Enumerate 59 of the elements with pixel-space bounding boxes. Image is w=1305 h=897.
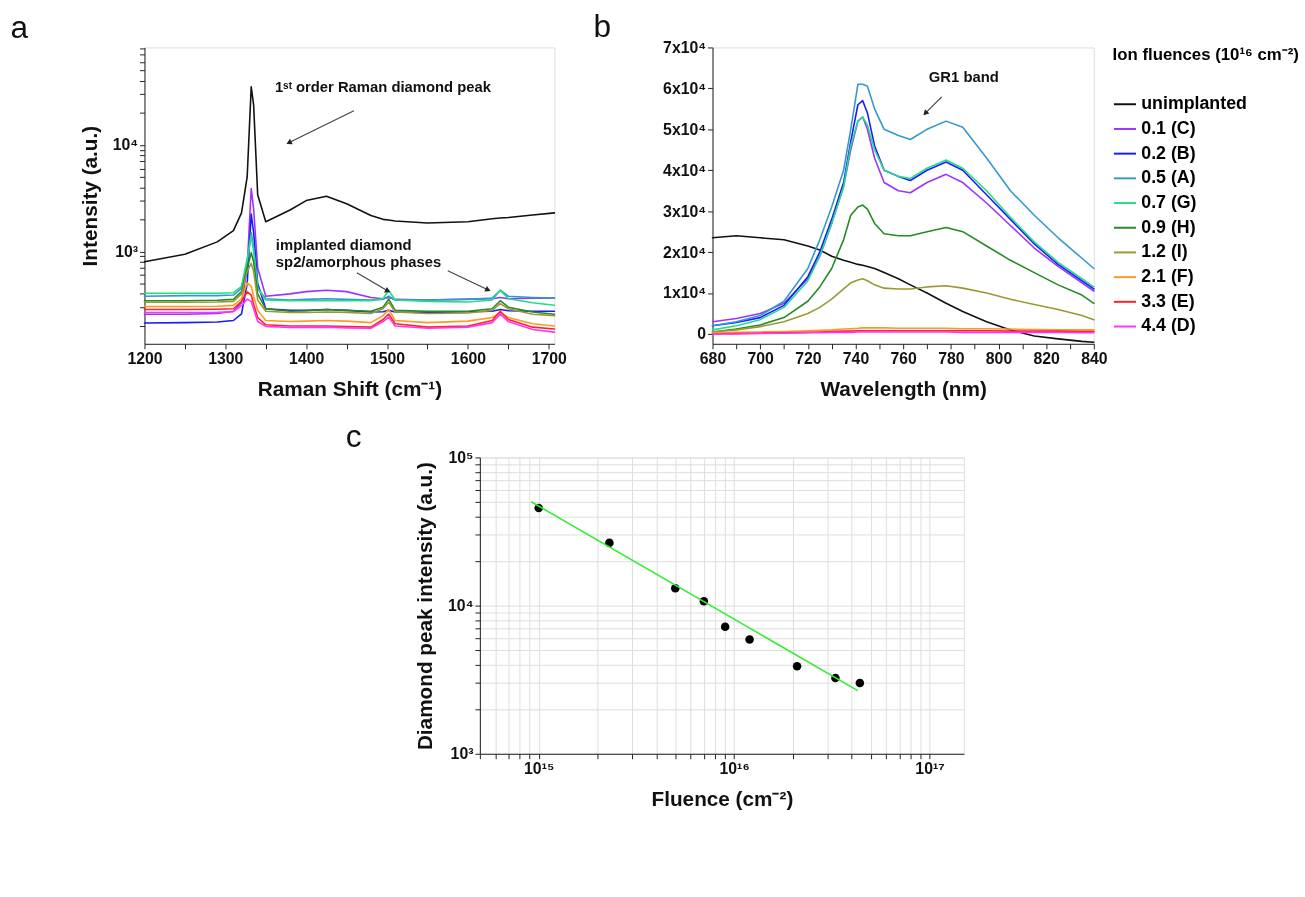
- x-tick-label: 820: [1033, 350, 1061, 368]
- x-tick-label: 1400: [289, 350, 325, 368]
- line-series: [143, 298, 556, 333]
- legend-label: 0.5 (A): [1141, 167, 1196, 188]
- legend-label: 0.2 (B): [1141, 142, 1196, 163]
- x-tick-label: 680: [699, 350, 727, 368]
- y-tick-label: 10⁴: [112, 136, 139, 154]
- line-series: [143, 282, 556, 327]
- annotation: GR1 band: [928, 69, 999, 86]
- y-tick-label: 6x10⁴: [663, 79, 707, 97]
- x-tick-label: 760: [890, 350, 918, 368]
- y-tick-label: 10³: [115, 242, 139, 260]
- x-tick-label: 1300: [208, 350, 244, 368]
- y-tick-label: 1x10⁴: [663, 284, 707, 302]
- y-tick-label: 10⁵: [448, 448, 474, 466]
- line-series: [143, 291, 556, 330]
- line-series: [711, 277, 1095, 333]
- x-tick-label: 10¹⁷: [915, 760, 945, 778]
- annotation: implanted diamond: [275, 236, 412, 253]
- y-tick-label: 7x10⁴: [663, 38, 707, 56]
- line-series: [143, 252, 556, 315]
- x-tick-label: 10¹⁵: [524, 760, 555, 778]
- chart-title: a: [10, 8, 29, 45]
- legend-title: Ion fluences (10¹⁶ cm⁻²): [1112, 45, 1299, 65]
- x-tick-label: 1700: [531, 350, 568, 368]
- legend-label: 0.7 (G): [1141, 191, 1197, 212]
- legend-label: 0.1 (C): [1141, 117, 1196, 138]
- y-tick-label: 2x10⁴: [663, 243, 707, 261]
- x-tick-label: 840: [1081, 350, 1108, 368]
- legend-label: 4.4 (D): [1141, 315, 1196, 336]
- x-tick-label: 800: [985, 350, 1013, 368]
- x-tick-label: 740: [842, 350, 870, 368]
- x-tick-label: 720: [795, 350, 822, 368]
- y-tick-label: 10³: [450, 745, 474, 763]
- x-tick-label: 1200: [127, 350, 163, 368]
- legend-label: unimplanted: [1141, 93, 1247, 114]
- legend-label: 2.1 (F): [1141, 266, 1194, 287]
- legend-label: 1.2 (I): [1141, 241, 1188, 262]
- y-tick-label: 3x10⁴: [663, 202, 707, 220]
- legend-label: 3.3 (E): [1141, 290, 1195, 311]
- y-axis-title: Intensity (a.u.): [77, 125, 101, 267]
- x-tick-label: 700: [747, 350, 775, 368]
- x-axis-title: Raman Shift (cm⁻¹): [257, 376, 443, 400]
- x-tick-label: 10¹⁶: [719, 760, 750, 778]
- y-tick-label: 5x10⁴: [663, 120, 707, 138]
- chart-title: b: [593, 7, 612, 44]
- chart-title: c: [345, 417, 362, 454]
- annotation: 1ˢᵗ order Raman diamond peak: [274, 78, 492, 95]
- y-axis-title: Diamond peak intensity (a.u.): [413, 462, 437, 751]
- x-tick-label: 1500: [369, 350, 406, 368]
- x-axis-title: Wavelength (nm): [820, 376, 987, 400]
- y-tick-label: 10⁴: [448, 597, 474, 615]
- x-axis-title: Fluence (cm⁻²): [651, 786, 794, 810]
- legend-label: 0.9 (H): [1141, 216, 1196, 237]
- x-tick-label: 780: [938, 350, 965, 368]
- y-tick-label: 0: [697, 325, 707, 343]
- annotation: sp2/amorphous phases: [275, 253, 442, 270]
- y-tick-label: 4x10⁴: [663, 161, 707, 179]
- x-tick-label: 1600: [450, 350, 487, 368]
